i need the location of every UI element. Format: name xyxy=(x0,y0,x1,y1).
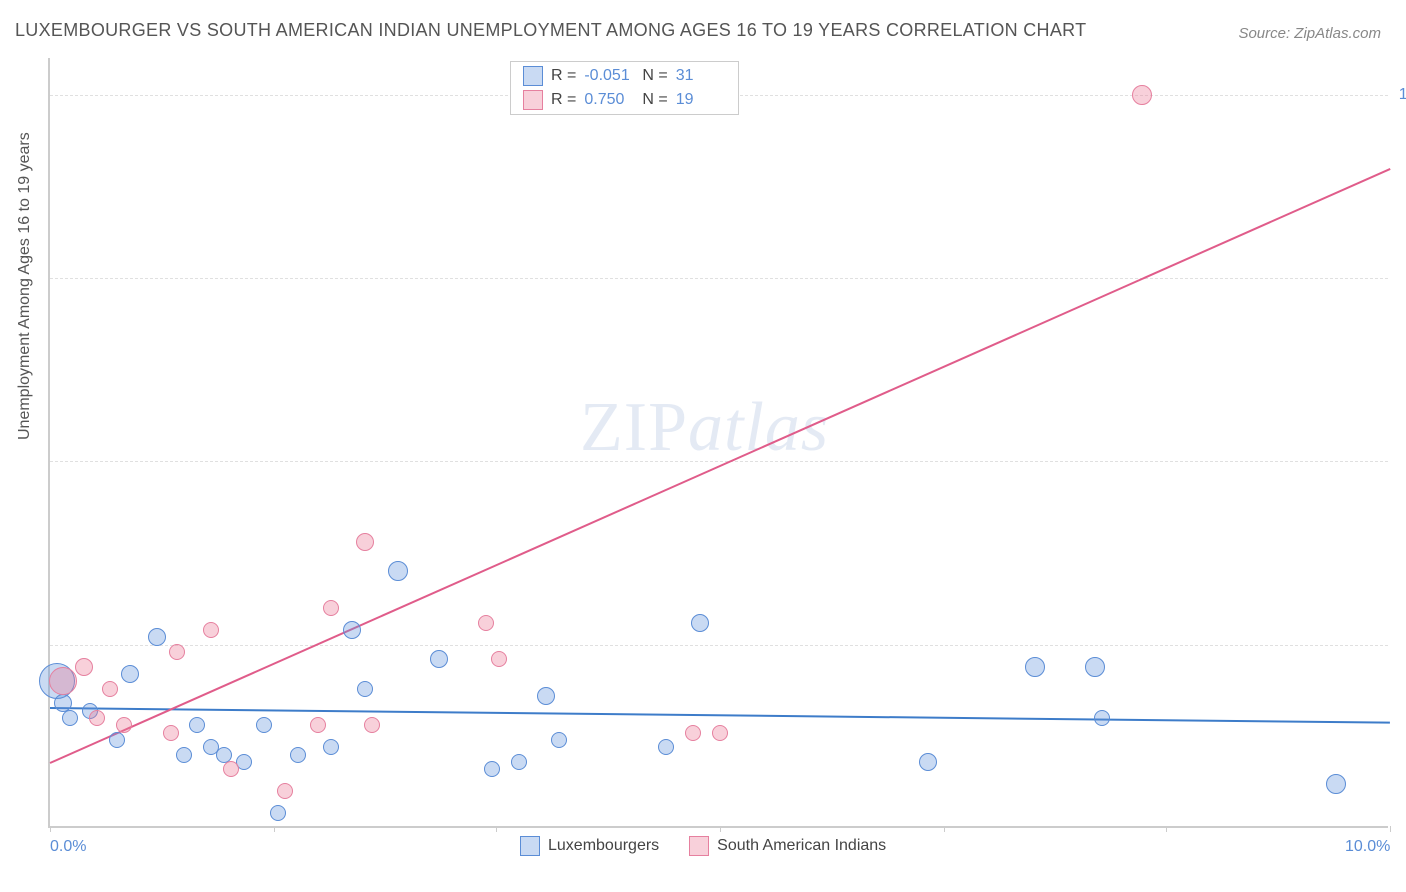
legend-stats: R = -0.051 N = 31 R = 0.750 N = 19 xyxy=(510,61,739,115)
scatter-point xyxy=(511,754,527,770)
scatter-point xyxy=(256,717,272,733)
scatter-point xyxy=(223,761,239,777)
scatter-point xyxy=(203,622,219,638)
gridline xyxy=(50,461,1388,462)
scatter-point xyxy=(685,725,701,741)
scatter-point xyxy=(163,725,179,741)
x-tick-label: 10.0% xyxy=(1345,838,1390,856)
scatter-point xyxy=(116,717,132,733)
scatter-point xyxy=(343,621,361,639)
y-tick-label: 100.0% xyxy=(1399,86,1406,104)
scatter-point xyxy=(49,667,77,695)
n-value: 31 xyxy=(676,67,726,85)
source-attribution: Source: ZipAtlas.com xyxy=(1238,25,1381,42)
r-value: 0.750 xyxy=(584,91,634,109)
legend-stats-row: R = 0.750 N = 19 xyxy=(511,88,738,112)
x-tick xyxy=(496,826,497,832)
plot-area: ZIPatlas 25.0%50.0%75.0%100.0%0.0%10.0%R… xyxy=(48,58,1388,828)
scatter-point xyxy=(176,747,192,763)
scatter-point xyxy=(169,644,185,660)
y-axis-label: Unemployment Among Ages 16 to 19 years xyxy=(16,132,34,440)
scatter-point xyxy=(1025,657,1045,677)
scatter-point xyxy=(89,710,105,726)
legend-series-label: South American Indians xyxy=(717,837,886,855)
n-value: 19 xyxy=(676,91,726,109)
scatter-point xyxy=(484,761,500,777)
scatter-point xyxy=(357,681,373,697)
scatter-point xyxy=(712,725,728,741)
legend-swatch xyxy=(689,836,709,856)
scatter-point xyxy=(551,732,567,748)
scatter-point xyxy=(430,650,448,668)
scatter-point xyxy=(148,628,166,646)
scatter-point xyxy=(1094,710,1110,726)
x-tick xyxy=(1166,826,1167,832)
x-tick xyxy=(944,826,945,832)
scatter-point xyxy=(1132,85,1152,105)
x-tick xyxy=(720,826,721,832)
legend-swatch xyxy=(523,90,543,110)
r-label: R = xyxy=(551,91,576,109)
scatter-point xyxy=(356,533,374,551)
legend-series-item: South American Indians xyxy=(689,836,886,856)
chart-title: LUXEMBOURGER VS SOUTH AMERICAN INDIAN UN… xyxy=(15,20,1086,41)
legend-swatch xyxy=(520,836,540,856)
legend-stats-row: R = -0.051 N = 31 xyxy=(511,64,738,88)
scatter-point xyxy=(216,747,232,763)
legend-series: Luxembourgers South American Indians xyxy=(520,836,886,856)
x-tick xyxy=(50,826,51,832)
n-label: N = xyxy=(642,91,667,109)
scatter-point xyxy=(691,614,709,632)
scatter-point xyxy=(121,665,139,683)
scatter-point xyxy=(62,710,78,726)
scatter-point xyxy=(323,600,339,616)
scatter-point xyxy=(1085,657,1105,677)
trend-line xyxy=(50,707,1390,724)
gridline xyxy=(50,645,1388,646)
scatter-point xyxy=(323,739,339,755)
watermark-zip: ZIP xyxy=(580,389,688,466)
scatter-point xyxy=(537,687,555,705)
scatter-point xyxy=(277,783,293,799)
scatter-point xyxy=(388,561,408,581)
legend-swatch xyxy=(523,66,543,86)
scatter-point xyxy=(290,747,306,763)
scatter-point xyxy=(102,681,118,697)
legend-series-label: Luxembourgers xyxy=(548,837,659,855)
scatter-point xyxy=(189,717,205,733)
r-label: R = xyxy=(551,67,576,85)
scatter-point xyxy=(478,615,494,631)
scatter-point xyxy=(658,739,674,755)
chart-container: LUXEMBOURGER VS SOUTH AMERICAN INDIAN UN… xyxy=(0,0,1406,892)
x-tick-label: 0.0% xyxy=(50,838,86,856)
scatter-point xyxy=(75,658,93,676)
legend-series-item: Luxembourgers xyxy=(520,836,659,856)
scatter-point xyxy=(310,717,326,733)
n-label: N = xyxy=(642,67,667,85)
x-tick xyxy=(1390,826,1391,832)
scatter-point xyxy=(1326,774,1346,794)
r-value: -0.051 xyxy=(584,67,634,85)
watermark: ZIPatlas xyxy=(580,388,829,468)
scatter-point xyxy=(919,753,937,771)
scatter-point xyxy=(364,717,380,733)
scatter-point xyxy=(270,805,286,821)
scatter-point xyxy=(491,651,507,667)
gridline xyxy=(50,278,1388,279)
scatter-point xyxy=(109,732,125,748)
x-tick xyxy=(274,826,275,832)
trend-line xyxy=(50,168,1391,764)
